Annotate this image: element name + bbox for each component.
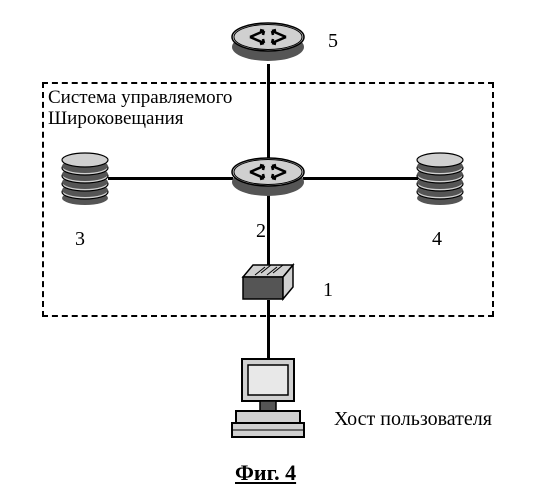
node-label: 1 <box>323 279 333 302</box>
connection-line <box>303 177 418 180</box>
node-label: 4 <box>432 228 442 251</box>
host-computer <box>226 355 310 445</box>
system-box-label: Система управляемого Широковещания <box>48 88 232 130</box>
router-node <box>230 17 306 63</box>
node-label: 3 <box>75 228 85 251</box>
switch-node <box>235 263 301 305</box>
diskstack-node <box>415 152 465 208</box>
node-label: 5 <box>328 30 338 53</box>
node-label: 2 <box>256 220 266 243</box>
connection-line <box>108 177 233 180</box>
connection-line <box>267 64 270 158</box>
host-label: Хост пользователя <box>334 408 492 430</box>
connection-line <box>267 192 270 270</box>
diskstack-node <box>60 152 110 208</box>
figure-caption: Фиг. 4 <box>235 460 296 486</box>
router-node <box>230 152 306 198</box>
network-diagram: Система управляемого Широковещания 5 2 <box>0 0 545 500</box>
